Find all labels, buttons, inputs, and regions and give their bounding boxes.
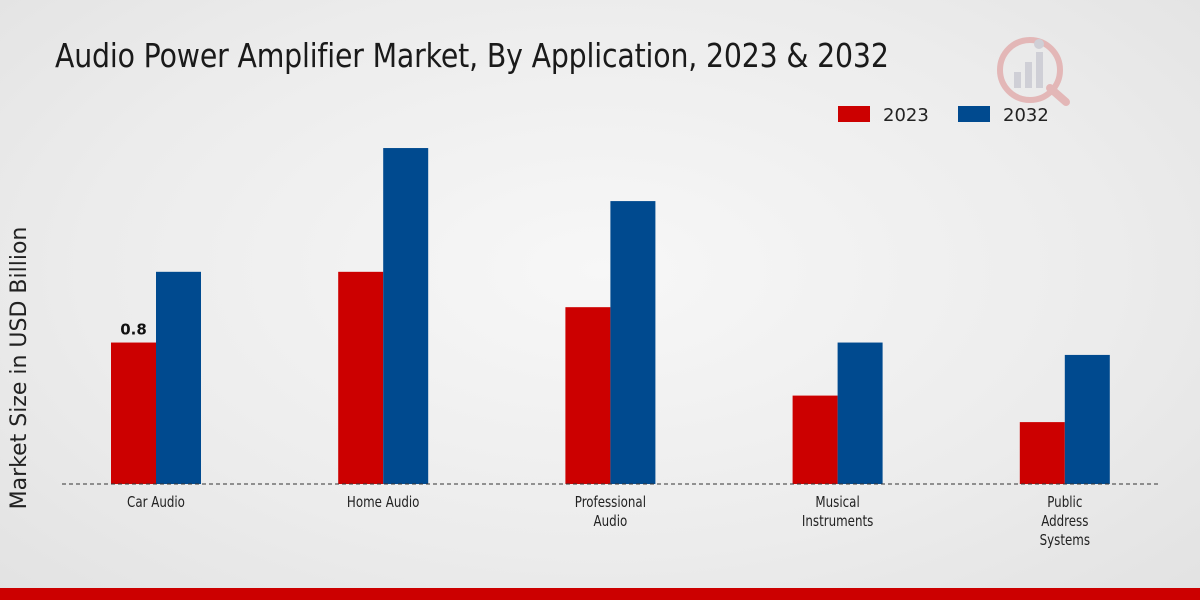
x-tick-label: Home Audio (347, 494, 420, 511)
brand-logo-icon (997, 37, 1070, 106)
data-labels: 0.8 (120, 321, 147, 339)
bar-2032-home-audio (383, 148, 429, 484)
bar-2023-musical-instruments (792, 395, 838, 484)
bar-2023-car-audio (111, 342, 156, 484)
y-axis-label: Market Size in USD Billion (7, 227, 32, 510)
x-tick-label: Professional Audio (575, 494, 646, 530)
bar-2032-professional-audio (610, 201, 656, 484)
legend-swatch-2032 (958, 106, 990, 122)
footer-bar (0, 588, 1200, 600)
legend-label-2023: 2023 (883, 105, 929, 126)
data-label: 0.8 (120, 321, 147, 339)
bar-2032-car-audio (156, 271, 201, 484)
legend: 2023 2032 (838, 105, 1049, 126)
x-tick-label: Public Address Systems (1040, 494, 1090, 549)
x-tick-labels: Car Audio Home Audio Professional Audio Musi… (127, 494, 1090, 549)
bar-2032-musical-instruments (837, 342, 883, 484)
bar-2023-public-address-systems (1019, 422, 1065, 484)
bar-2023-professional-audio (565, 307, 611, 484)
bar-2023-home-audio (338, 271, 384, 484)
bar-2032-public-address-systems (1064, 354, 1110, 484)
legend-swatch-2023 (838, 106, 870, 122)
x-tick-label: Car Audio (127, 494, 185, 511)
x-tick-label: Musical Instruments (802, 494, 873, 530)
chart-title: Audio Power Amplifier Market, By Applica… (55, 36, 889, 75)
bars (111, 148, 1110, 484)
legend-label-2032: 2032 (1003, 105, 1049, 126)
